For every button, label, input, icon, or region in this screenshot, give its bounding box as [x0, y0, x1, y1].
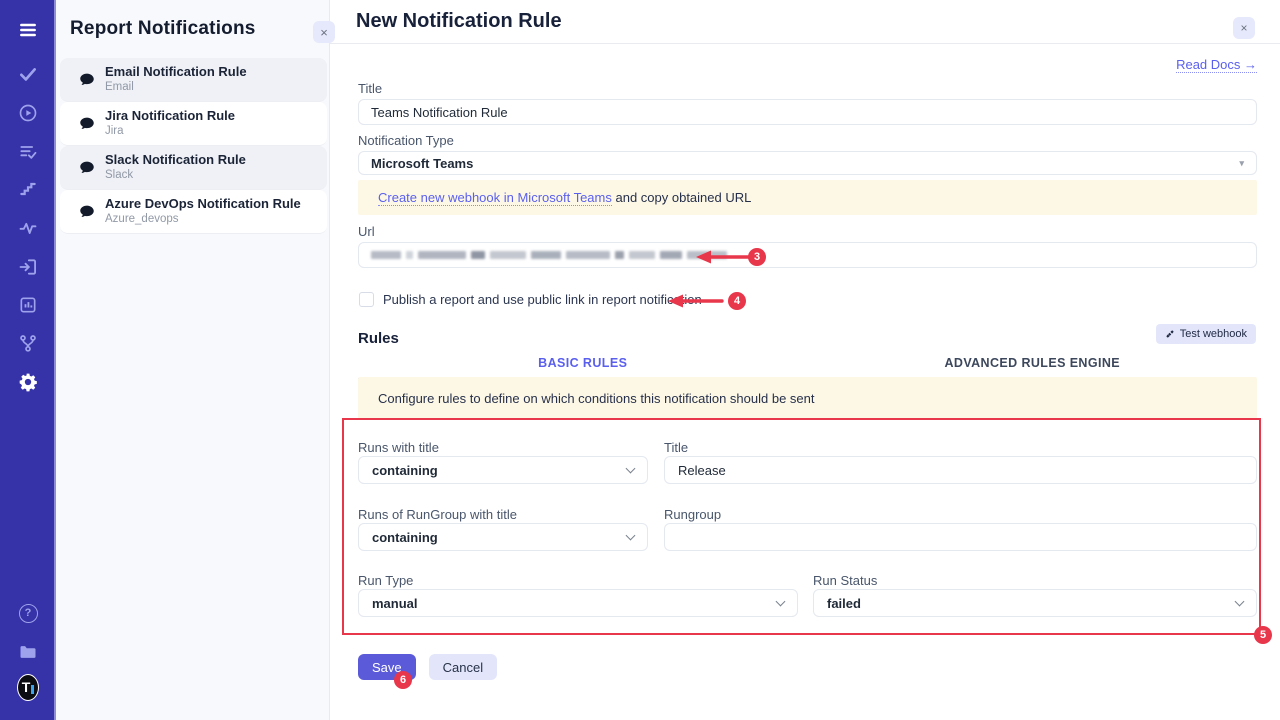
play-circle-icon[interactable]: [17, 102, 39, 124]
save-button[interactable]: Save: [358, 654, 416, 680]
git-branch-icon[interactable]: [17, 332, 39, 354]
publish-report-label: Publish a report and use public link in …: [383, 292, 702, 307]
publish-report-row: Publish a report and use public link in …: [359, 292, 702, 307]
chat-bubble-icon: [80, 205, 94, 217]
rule-title: Email Notification Rule: [105, 64, 247, 80]
read-docs-link[interactable]: Read Docs →: [1176, 57, 1257, 73]
notification-type-label: Notification Type: [358, 133, 454, 148]
logo[interactable]: T: [17, 673, 39, 701]
help-icon[interactable]: ?: [17, 602, 39, 624]
runs-with-title-label: Runs with title: [358, 440, 439, 455]
caret-down-icon: ▾: [1239, 157, 1244, 168]
rule-subtitle: Azure_devops: [105, 213, 179, 226]
chevron-down-icon: [775, 596, 786, 606]
chat-bubble-icon: [80, 117, 94, 129]
new-notification-rule-form: New Notification Rule × Read Docs → Titl…: [330, 0, 1280, 720]
webhook-hint-box: Create new webhook in Microsoft Teams an…: [358, 180, 1257, 215]
list-item-azure-devops-rule[interactable]: Azure DevOps Notification Rule Azure_dev…: [60, 190, 327, 234]
chevron-down-icon: [625, 530, 636, 540]
rungroup-input[interactable]: [664, 523, 1257, 551]
url-field-label: Url: [358, 224, 375, 239]
notification-type-value: Microsoft Teams: [371, 155, 474, 171]
annotation-badge-6: 6: [394, 671, 412, 689]
run-status-label: Run Status: [813, 573, 878, 588]
run-status-select[interactable]: failed: [813, 589, 1257, 617]
rule-subtitle: Email: [105, 81, 134, 94]
rules-heading: Rules: [358, 330, 399, 347]
list-item-slack-rule[interactable]: Slack Notification Rule Slack: [60, 146, 327, 190]
rules-hint-text: Configure rules to define on which condi…: [378, 390, 815, 406]
activity-icon[interactable]: [17, 217, 39, 239]
annotation-arrow-4: [668, 294, 724, 308]
gear-icon[interactable]: [17, 371, 39, 393]
title-input[interactable]: Teams Notification Rule: [358, 99, 1257, 125]
list-item-email-rule[interactable]: Email Notification Rule Email: [60, 58, 327, 102]
app-sidebar: ? T: [0, 0, 56, 720]
url-redacted-value: [371, 251, 727, 259]
chat-bubble-icon: [80, 161, 94, 173]
list-item-jira-rule[interactable]: Jira Notification Rule Jira: [60, 102, 327, 146]
test-webhook-button[interactable]: Test webhook: [1155, 324, 1256, 344]
rule-title-input[interactable]: Release: [664, 456, 1257, 484]
annotation-badge-4: 4: [728, 292, 746, 310]
panel-title: Report Notifications: [70, 18, 256, 39]
rules-hint-box: Configure rules to define on which condi…: [358, 377, 1257, 419]
chevron-down-icon: [625, 463, 636, 473]
help-glyph: ?: [18, 603, 38, 623]
folder-icon[interactable]: [17, 641, 39, 663]
annotation-badge-3: 3: [748, 248, 766, 266]
rule-subtitle: Slack: [105, 169, 134, 182]
logo-accent: [31, 684, 35, 694]
chevron-down-icon: [1234, 596, 1245, 606]
form-close-button[interactable]: ×: [1233, 17, 1255, 39]
runs-of-rungroup-select[interactable]: containing: [358, 523, 648, 551]
runs-of-rungroup-label: Runs of RunGroup with title: [358, 507, 517, 522]
rule-title: Slack Notification Rule: [105, 152, 246, 168]
webhook-hint-text: and copy obtained URL: [611, 190, 752, 205]
list-check-icon[interactable]: [17, 141, 39, 163]
title-field-label: Title: [358, 81, 383, 96]
test-webhook-label: Test webhook: [1179, 328, 1247, 340]
bar-chart-icon[interactable]: [17, 294, 39, 316]
run-type-select[interactable]: manual: [358, 589, 798, 617]
rule-subtitle: Jira: [105, 125, 124, 138]
run-type-label: Run Type: [358, 573, 414, 588]
page-title: New Notification Rule: [356, 10, 562, 32]
publish-report-checkbox[interactable]: [359, 292, 374, 307]
form-actions: Save Cancel: [358, 654, 498, 680]
check-icon[interactable]: [17, 63, 39, 85]
panel-close-button[interactable]: ×: [313, 21, 335, 43]
notification-type-select[interactable]: Microsoft Teams ▾: [358, 151, 1257, 175]
report-notifications-panel: Report Notifications × Email Notificatio…: [56, 0, 335, 720]
cancel-button[interactable]: Cancel: [428, 654, 498, 680]
rule-title-label: Title: [664, 440, 689, 455]
form-header: New Notification Rule: [330, 0, 1280, 44]
chat-bubble-icon: [80, 73, 94, 85]
runs-with-title-select[interactable]: containing: [358, 456, 648, 484]
url-input[interactable]: [358, 242, 1257, 268]
plug-icon: [1165, 330, 1174, 338]
rule-title: Azure DevOps Notification Rule: [105, 196, 301, 212]
tab-advanced-rules-engine[interactable]: ADVANCED RULES ENGINE: [944, 356, 1121, 370]
annotation-badge-5: 5: [1254, 626, 1272, 644]
rungroup-label: Rungroup: [664, 507, 722, 522]
logo-letter: T: [21, 679, 31, 695]
menu-icon[interactable]: [17, 19, 39, 41]
log-in-icon[interactable]: [17, 256, 39, 278]
rule-title: Jira Notification Rule: [105, 108, 236, 124]
create-webhook-link[interactable]: Create new webhook in Microsoft Teams: [378, 190, 612, 206]
annotation-arrow-3: [696, 250, 752, 264]
notification-rule-list: Email Notification Rule Email Jira Notif…: [60, 58, 327, 234]
steps-icon[interactable]: [17, 178, 39, 200]
